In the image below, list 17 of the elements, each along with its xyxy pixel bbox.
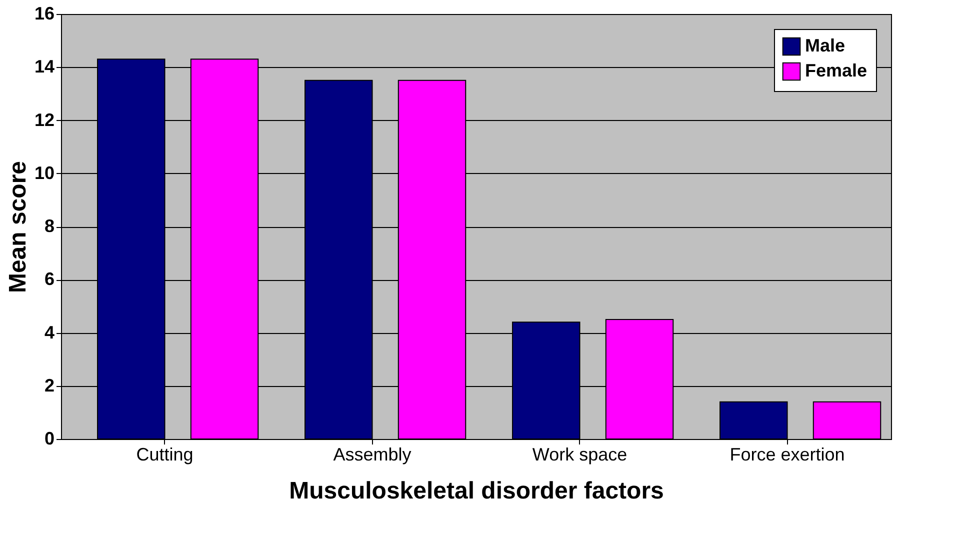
y-tick-label: 16 — [34, 4, 54, 24]
x-tick-label: Work space — [532, 444, 628, 464]
y-tick-label: 2 — [44, 375, 54, 396]
y-tick-label: 10 — [34, 162, 54, 183]
y-tick-label: 12 — [34, 110, 54, 130]
x-axis-title: Musculoskeletal disorder factors — [289, 478, 664, 504]
legend-label: Male — [805, 36, 846, 56]
y-tick-label: 0 — [44, 428, 54, 448]
y-tick-label: 14 — [34, 56, 54, 77]
y-tick-label: 8 — [44, 216, 54, 236]
x-tick-label: Cutting — [136, 444, 194, 464]
x-tick-label: Assembly — [333, 444, 412, 464]
y-tick-label: 4 — [44, 322, 54, 342]
y-axis-title: Mean score — [4, 160, 32, 294]
x-tick-label: Force exertion — [730, 444, 845, 464]
legend-label: Female — [805, 60, 868, 80]
y-tick-label: 6 — [44, 269, 54, 290]
